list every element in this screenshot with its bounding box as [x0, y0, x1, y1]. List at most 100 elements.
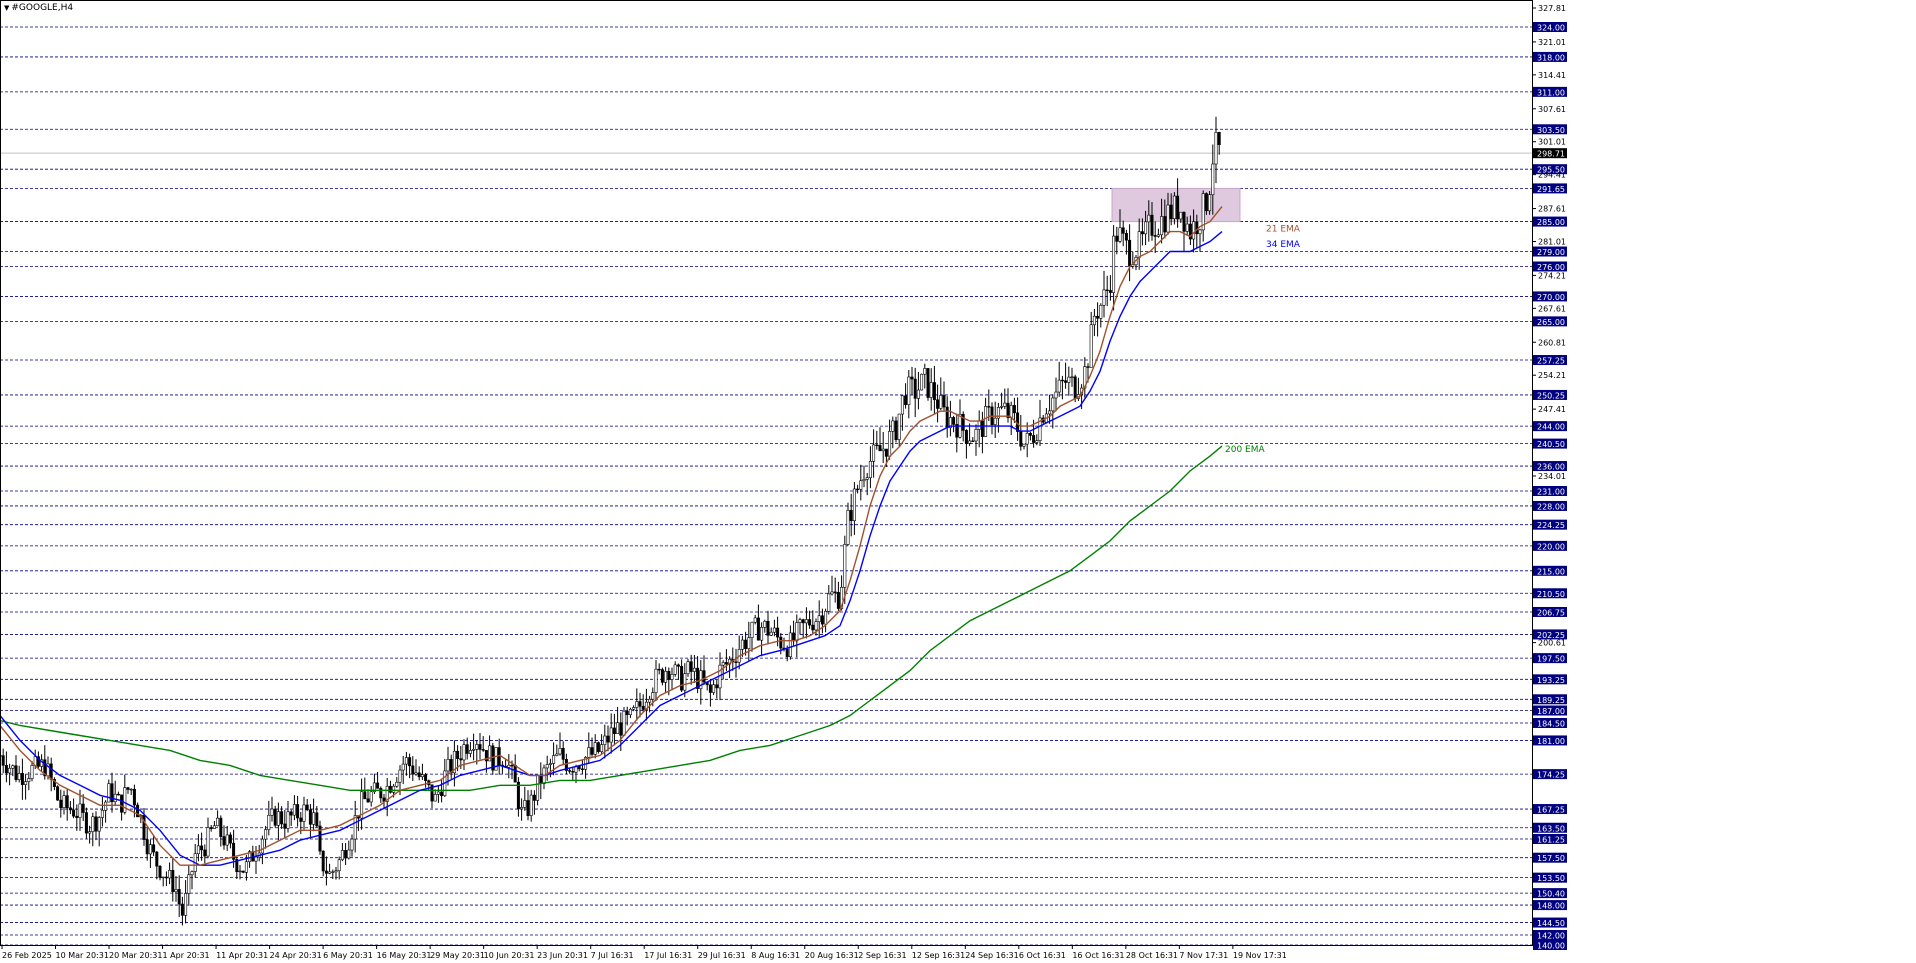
candle-body [462, 744, 466, 761]
candle-body [440, 791, 444, 797]
candle-body [827, 593, 831, 612]
x-tick-label: 20 Aug 16:31 [805, 951, 859, 960]
candle-body [555, 753, 559, 756]
candle-body [433, 794, 437, 802]
x-tick-label: 24 Sep 16:31 [965, 951, 1018, 960]
candle-body [1057, 379, 1061, 393]
candle-body [552, 755, 556, 764]
candle-body [478, 744, 482, 750]
candle-body [158, 865, 162, 878]
candle-body [529, 794, 533, 816]
candle-body [254, 856, 258, 862]
candle-body [1169, 204, 1173, 220]
level-label-bg [1533, 540, 1567, 551]
candle-body [1092, 315, 1096, 326]
level-label-bg [1533, 164, 1567, 175]
candle-body [1051, 397, 1055, 412]
x-tick-label: 6 Oct 16:31 [1019, 951, 1066, 960]
candle-body [942, 395, 946, 408]
candle-body [65, 795, 69, 809]
candle-body [171, 870, 175, 893]
candle-body [88, 831, 92, 834]
candle-body [331, 871, 335, 873]
candle-body [939, 395, 943, 409]
candle-body [155, 851, 159, 867]
candle-body [468, 750, 472, 754]
candle-body [369, 791, 373, 803]
candle-body [619, 722, 623, 736]
level-label: 244.00 [1537, 423, 1565, 432]
candle-body [283, 823, 287, 829]
candle-body [680, 666, 684, 691]
candle-body [1064, 380, 1068, 383]
candle-body [14, 765, 18, 780]
level-label-bg [1533, 852, 1567, 863]
candle-body [315, 812, 319, 827]
candle-body [264, 829, 268, 840]
candle-body [814, 621, 818, 631]
candle-body [817, 615, 821, 623]
level-label: 153.50 [1537, 874, 1565, 883]
candle-body [1032, 435, 1036, 443]
candle-body [174, 889, 178, 893]
candle-body [1073, 376, 1077, 399]
candle-body [596, 742, 600, 752]
level-label-bg [1533, 872, 1567, 883]
candle-body [625, 710, 629, 715]
candle-body [1192, 221, 1196, 240]
candle-body [312, 812, 316, 825]
candle-body [209, 827, 213, 829]
candle-body [340, 850, 344, 861]
candle-body [955, 424, 959, 438]
candle-body [964, 430, 968, 444]
level-label-bg [1533, 421, 1567, 432]
level-label: 140.00 [1537, 942, 1565, 951]
candle-body [203, 849, 207, 857]
candle-body [747, 637, 751, 650]
candle-body [929, 382, 933, 398]
candle-body [744, 639, 748, 650]
candle-body [622, 710, 626, 736]
x-tick-label: 26 Feb 2025 [2, 951, 52, 960]
candle-body [1035, 440, 1039, 443]
x-tick-label: 7 Jul 16:31 [591, 951, 634, 960]
candle-body [1025, 432, 1029, 445]
level-label-bg [1533, 735, 1567, 746]
candle-body [772, 627, 776, 633]
level-label: 157.50 [1537, 854, 1565, 863]
candle-body [1179, 211, 1183, 220]
y-tick-label: 254.21 [1538, 371, 1566, 380]
candle-body [862, 479, 866, 482]
candle-body [1086, 366, 1090, 368]
price-axis: 327.81 321.01 314.41 307.61 301.01 294.41 287.… [0, 0, 1567, 951]
candle-body [888, 431, 892, 457]
ema-lines: 21 EMA 34 EMA 200 EMA [0, 206, 1301, 866]
candle-body [753, 617, 757, 623]
candle-body [616, 722, 620, 734]
level-label: 285.00 [1537, 218, 1565, 227]
collapse-triangle-icon[interactable]: ▼ [4, 4, 10, 12]
level-label: 265.00 [1537, 318, 1565, 327]
candles [0, 116, 1221, 926]
candle-body [641, 705, 645, 710]
candle-body [820, 615, 824, 625]
candle-body [420, 774, 424, 778]
candle-body [859, 480, 863, 490]
level-label-bg [1533, 930, 1567, 941]
candle-body [107, 783, 111, 803]
candle-body [72, 809, 76, 817]
candle-body [977, 420, 981, 430]
candle-body [984, 406, 988, 437]
candle-body [1163, 216, 1167, 233]
candle-body [1115, 235, 1119, 242]
candle-body [200, 845, 204, 851]
candle-body [1182, 211, 1186, 232]
candle-body [878, 445, 882, 452]
level-label: 144.50 [1537, 919, 1565, 928]
candle-body [161, 876, 165, 879]
candle-body [1006, 402, 1010, 418]
level-label-bg [1533, 355, 1567, 366]
candle-body [299, 817, 303, 822]
level-label: 276.00 [1537, 263, 1565, 272]
